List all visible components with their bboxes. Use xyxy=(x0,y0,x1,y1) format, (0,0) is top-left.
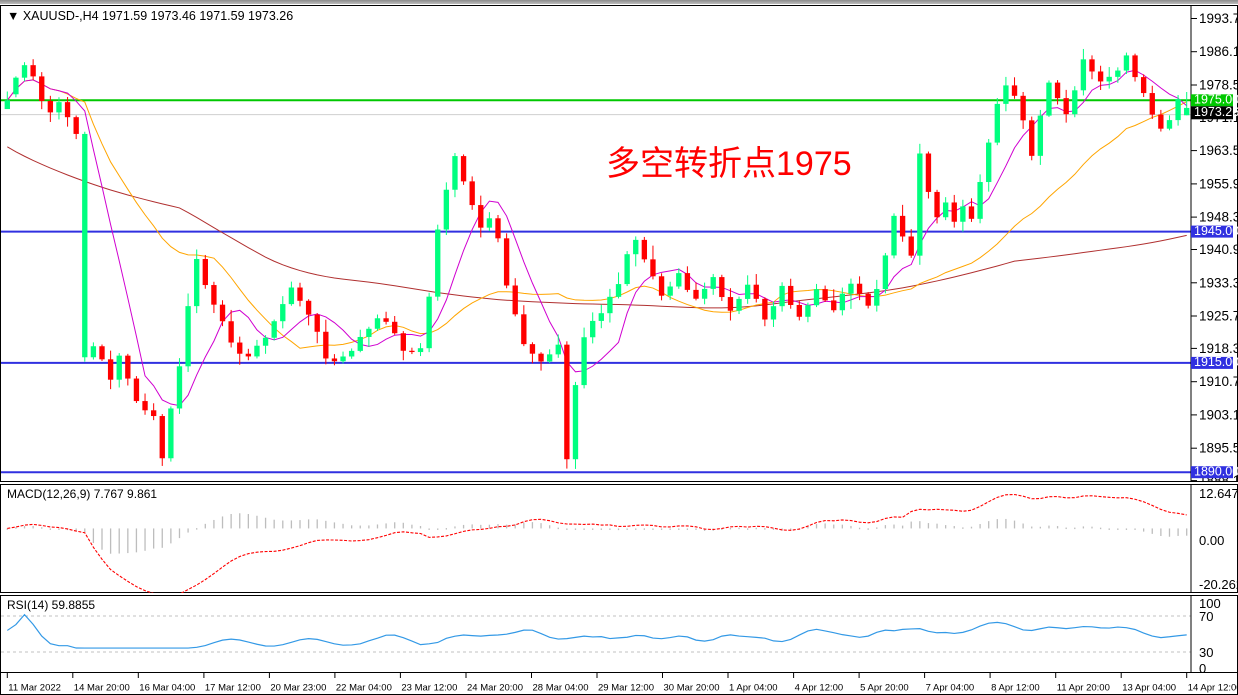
svg-text:7 Apr 04:00: 7 Apr 04:00 xyxy=(926,682,975,693)
svg-text:MACD(12,26,9) 7.767 9.861: MACD(12,26,9) 7.767 9.861 xyxy=(7,487,157,501)
svg-text:1903.10: 1903.10 xyxy=(1199,407,1238,422)
svg-text:1955.90: 1955.90 xyxy=(1199,176,1238,191)
svg-text:1910.70: 1910.70 xyxy=(1199,374,1238,389)
svg-text:1 Apr 04:00: 1 Apr 04:00 xyxy=(729,682,778,693)
svg-text:22 Mar 04:00: 22 Mar 04:00 xyxy=(336,682,392,693)
svg-text:1933.30: 1933.30 xyxy=(1199,275,1238,290)
svg-text:24 Mar 20:00: 24 Mar 20:00 xyxy=(467,682,523,693)
svg-text:1963.50: 1963.50 xyxy=(1199,143,1238,158)
svg-text:1915.00: 1915.00 xyxy=(1194,355,1238,369)
svg-text:5 Apr 20:00: 5 Apr 20:00 xyxy=(860,682,909,693)
svg-text:13 Apr 04:00: 13 Apr 04:00 xyxy=(1122,682,1176,693)
svg-text:28 Mar 04:00: 28 Mar 04:00 xyxy=(533,682,589,693)
svg-text:1940.90: 1940.90 xyxy=(1199,242,1238,257)
svg-text:0: 0 xyxy=(1199,661,1206,673)
svg-text:1986.10: 1986.10 xyxy=(1199,44,1238,59)
svg-text:1895.50: 1895.50 xyxy=(1199,441,1238,456)
svg-text:1978.50: 1978.50 xyxy=(1199,78,1238,93)
svg-text:多空转折点1975: 多空转折点1975 xyxy=(606,145,852,183)
svg-text:1890.00: 1890.00 xyxy=(1194,464,1238,478)
svg-text:11 Mar 2022: 11 Mar 2022 xyxy=(8,682,61,693)
svg-text:23 Mar 12:00: 23 Mar 12:00 xyxy=(401,682,457,693)
svg-text:RSI(14) 59.8855: RSI(14) 59.8855 xyxy=(7,598,95,612)
svg-text:30: 30 xyxy=(1199,645,1213,660)
svg-text:20 Mar 23:00: 20 Mar 23:00 xyxy=(270,682,326,693)
svg-text:17 Mar 12:00: 17 Mar 12:00 xyxy=(205,682,261,693)
svg-text:1993.70: 1993.70 xyxy=(1199,11,1238,26)
svg-text:1948.30: 1948.30 xyxy=(1199,210,1238,225)
svg-text:14 Mar 20:00: 14 Mar 20:00 xyxy=(74,682,130,693)
svg-text:1918.30: 1918.30 xyxy=(1199,341,1238,356)
svg-text:30 Mar 20:00: 30 Mar 20:00 xyxy=(664,682,720,693)
svg-text:▼ XAUUSD-,H4 1971.59 1973.46: ▼ XAUUSD-,H4 1971.59 1973.46 1971.59 197… xyxy=(7,9,293,23)
svg-text:1973.26: 1973.26 xyxy=(1194,105,1238,119)
svg-text:-20.262: -20.262 xyxy=(1199,577,1238,592)
svg-text:29 Mar 12:00: 29 Mar 12:00 xyxy=(598,682,654,693)
svg-text:1925.70: 1925.70 xyxy=(1199,309,1238,324)
svg-text:11 Apr 20:00: 11 Apr 20:00 xyxy=(1057,682,1110,693)
svg-text:12.647: 12.647 xyxy=(1199,486,1238,501)
svg-text:8 Apr 12:00: 8 Apr 12:00 xyxy=(991,682,1040,693)
svg-text:4 Apr 12:00: 4 Apr 12:00 xyxy=(795,682,844,693)
svg-text:16 Mar 04:00: 16 Mar 04:00 xyxy=(139,682,195,693)
svg-text:1945.00: 1945.00 xyxy=(1194,224,1238,238)
svg-text:0.00: 0.00 xyxy=(1199,533,1224,548)
svg-text:70: 70 xyxy=(1199,609,1213,624)
svg-text:14 Apr 12:00: 14 Apr 12:00 xyxy=(1188,682,1238,693)
